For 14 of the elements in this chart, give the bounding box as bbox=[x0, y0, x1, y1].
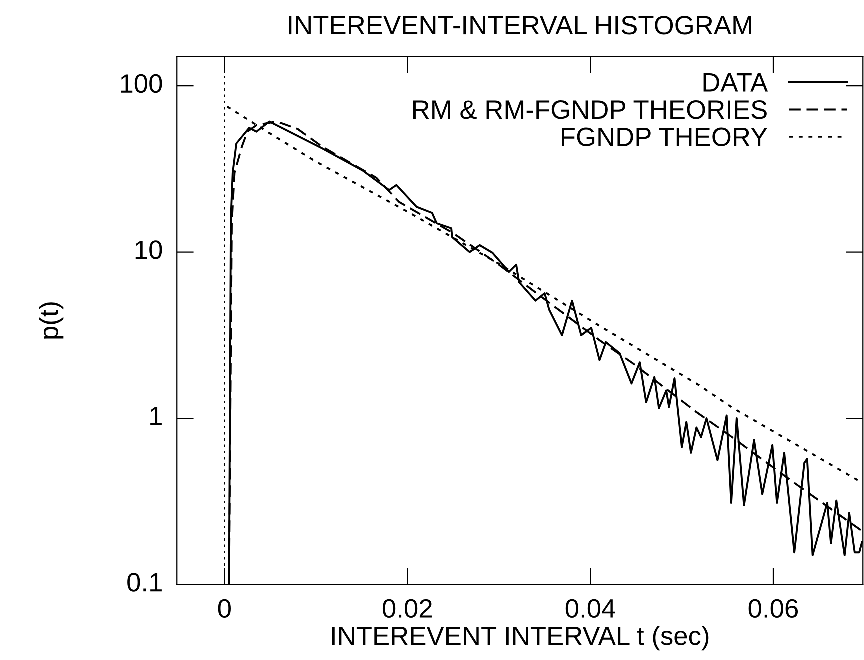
y-tick-label: 10 bbox=[136, 240, 162, 260]
legend-label: FGNDP THEORY bbox=[562, 128, 768, 146]
x-tick-label: 0.04 bbox=[566, 599, 616, 618]
legend-label: DATA bbox=[704, 74, 768, 92]
x-tick-label: 0 bbox=[218, 599, 231, 618]
x-tick-label: 0.06 bbox=[748, 599, 798, 618]
x-axis-title: INTEREVENT INTERVAL t (sec) bbox=[332, 626, 709, 651]
chart-title: INTEREVENT-INTERVAL HISTOGRAM bbox=[289, 16, 752, 35]
legend-label: RM & RM-FGNDP THEORIES bbox=[414, 100, 767, 120]
x-tick-label: 0.02 bbox=[382, 599, 432, 618]
y-tick-label: 0.1 bbox=[128, 573, 162, 592]
y-tick-label: 1 bbox=[150, 407, 162, 426]
y-axis-title: p(t) bbox=[39, 302, 64, 339]
y-tick-label: 100 bbox=[121, 74, 162, 94]
